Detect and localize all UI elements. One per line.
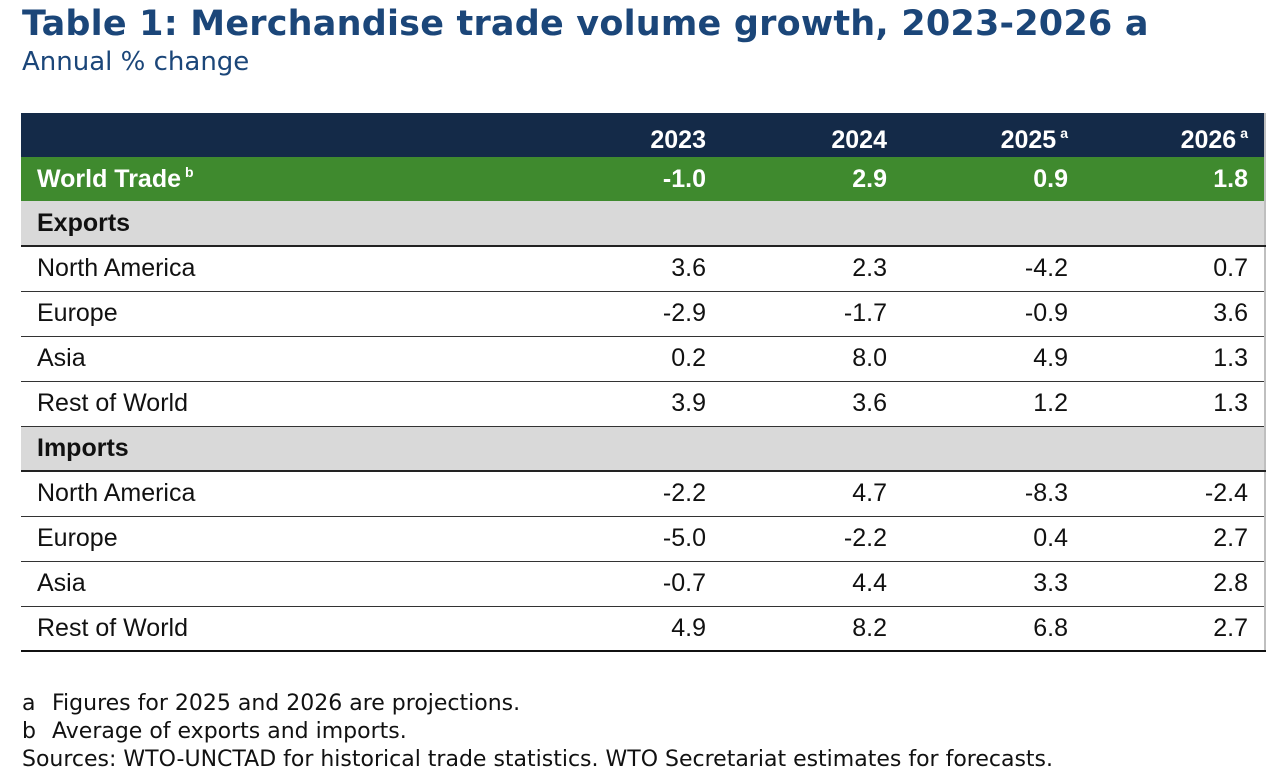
table-cell: 2.3 <box>722 246 903 292</box>
table-cell: -2.9 <box>541 291 722 337</box>
table-cell: 1.8 <box>1084 157 1265 201</box>
world-trade-label: World Trade <box>37 165 182 193</box>
row-label: World Trade b <box>21 157 541 201</box>
table-cell: 4.9 <box>541 606 722 652</box>
column-footnote: a <box>1240 125 1248 141</box>
table-cell: 4.7 <box>722 471 903 517</box>
table-row: Europe -5.0 -2.2 0.4 2.7 <box>21 516 1265 562</box>
table-cell: 3.6 <box>1084 291 1265 337</box>
table-cell: 6.8 <box>903 606 1084 652</box>
row-label: North America <box>21 246 541 292</box>
table-cell: -0.9 <box>903 291 1084 337</box>
note-text: Figures for 2025 and 2026 are projection… <box>52 691 521 716</box>
table-cell: 1.2 <box>903 381 1084 427</box>
section-header-exports: Exports <box>21 201 1265 247</box>
table-cell: 3.9 <box>541 381 722 427</box>
table-cell: 8.2 <box>722 606 903 652</box>
column-footnote: a <box>1060 125 1068 141</box>
table-cell: 1.3 <box>1084 336 1265 382</box>
note-b: b Average of exports and imports. <box>22 718 1053 746</box>
row-label: Europe <box>21 291 541 337</box>
table-cell: 0.7 <box>1084 246 1265 292</box>
sources-note: Sources: WTO-UNCTAD for historical trade… <box>22 747 1053 772</box>
table-cell: 3.6 <box>541 246 722 292</box>
table-cell: 8.0 <box>722 336 903 382</box>
column-year: 2024 <box>831 125 887 154</box>
table-cell: 2.8 <box>1084 561 1265 607</box>
table-cell: 2.7 <box>1084 606 1265 652</box>
section-header-imports: Imports <box>21 426 1265 472</box>
table-cell: -4.2 <box>903 246 1084 292</box>
column-year: 2023 <box>650 125 706 154</box>
header-row: 2023 2024 2025 a 2026 a <box>21 113 1265 157</box>
column-year: 2025 <box>1000 126 1057 154</box>
row-label: Rest of World <box>21 606 541 652</box>
table-row: Europe -2.9 -1.7 -0.9 3.6 <box>21 291 1265 337</box>
table-subtitle: Annual % change <box>22 47 250 77</box>
table-cell: 2.9 <box>722 157 903 201</box>
table-title: Table 1: Merchandise trade volume growth… <box>22 4 1149 44</box>
note-text: Average of exports and imports. <box>52 719 407 744</box>
table-cell: 1.3 <box>1084 381 1265 427</box>
table-cell: 3.3 <box>903 561 1084 607</box>
note-marker: a <box>22 691 36 716</box>
table-cell: -2.2 <box>722 516 903 562</box>
table-row: North America -2.2 4.7 -8.3 -2.4 <box>21 471 1265 517</box>
row-label: Rest of World <box>21 381 541 427</box>
section-label: Exports <box>21 201 1265 247</box>
column-header: 2026 a <box>1084 113 1265 157</box>
section-label: Imports <box>21 426 1265 472</box>
column-year: 2026 <box>1180 126 1237 154</box>
column-header: 2023 <box>541 113 722 157</box>
table-cell: -1.7 <box>722 291 903 337</box>
world-trade-row: World Trade b -1.0 2.9 0.9 1.8 <box>21 157 1265 201</box>
trade-table: 2023 2024 2025 a 2026 a World Trade b -1.0 … <box>21 113 1266 652</box>
table-row: Asia -0.7 4.4 3.3 2.8 <box>21 561 1265 607</box>
table-cell: 3.6 <box>722 381 903 427</box>
table-cell: -5.0 <box>541 516 722 562</box>
note-a: a Figures for 2025 and 2026 are projectio… <box>22 690 1053 718</box>
world-trade-footnote: b <box>185 164 194 180</box>
table-cell: -1.0 <box>541 157 722 201</box>
header-corner <box>21 113 541 157</box>
table-cell: -2.4 <box>1084 471 1265 517</box>
table-row: Rest of World 4.9 8.2 6.8 2.7 <box>21 606 1265 652</box>
table-row: Rest of World 3.9 3.6 1.2 1.3 <box>21 381 1265 427</box>
note-marker: b <box>22 719 36 744</box>
table-row: Asia 0.2 8.0 4.9 1.3 <box>21 336 1265 382</box>
table-cell: 0.2 <box>541 336 722 382</box>
table-cell: -2.2 <box>541 471 722 517</box>
table-cell: 0.9 <box>903 157 1084 201</box>
row-label: Asia <box>21 336 541 382</box>
table-cell: 0.4 <box>903 516 1084 562</box>
table-notes: a Figures for 2025 and 2026 are projectio… <box>22 690 1053 774</box>
column-header: 2024 <box>722 113 903 157</box>
table-row: North America 3.6 2.3 -4.2 0.7 <box>21 246 1265 292</box>
column-header: 2025 a <box>903 113 1084 157</box>
row-label: Europe <box>21 516 541 562</box>
row-label: Asia <box>21 561 541 607</box>
table-cell: -8.3 <box>903 471 1084 517</box>
table-cell: 2.7 <box>1084 516 1265 562</box>
row-label: North America <box>21 471 541 517</box>
table-cell: -0.7 <box>541 561 722 607</box>
table-cell: 4.9 <box>903 336 1084 382</box>
table-cell: 4.4 <box>722 561 903 607</box>
